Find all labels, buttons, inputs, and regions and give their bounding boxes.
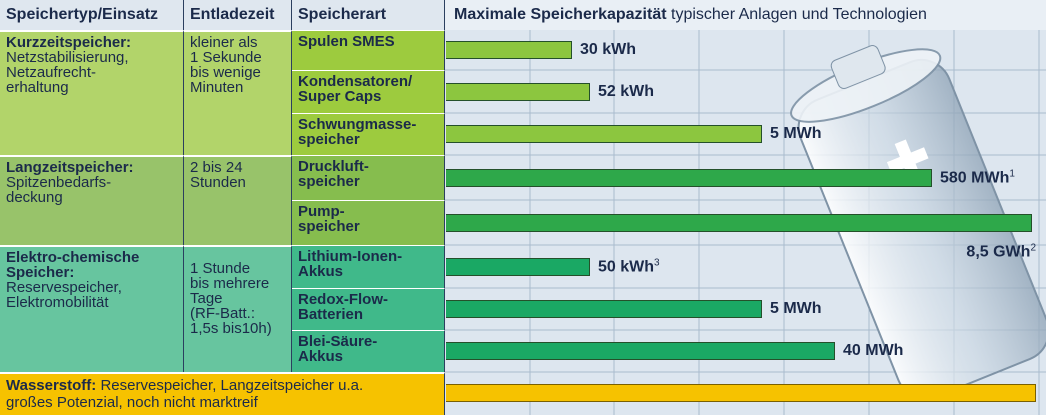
infographic: Speichertyp/EinsatzEntladezeitSpeicherar… bbox=[0, 0, 1046, 415]
capacity-label: 8,5 GWh2 bbox=[966, 242, 1036, 261]
hydrogen-type: Wasserstoff: bbox=[6, 377, 96, 394]
chart-header: Maximale Speicherkapazität typischer Anl… bbox=[448, 0, 1046, 30]
capacity-bar bbox=[446, 125, 762, 143]
hydrogen-bar bbox=[446, 384, 1036, 402]
footnote-mark: 1 bbox=[1009, 168, 1015, 179]
capacity-bar bbox=[446, 169, 932, 187]
capacity-label: 50 kWh3 bbox=[598, 257, 660, 276]
type-use: Spitzenbedarfs- deckung bbox=[6, 175, 177, 205]
type-cell: Kurzzeitspeicher:Netzstabilisierung, Net… bbox=[0, 30, 184, 155]
capacity-label: 30 kWh bbox=[580, 41, 636, 59]
capacity-value: 50 kWh bbox=[598, 258, 654, 275]
storage-type: Schwungmasse- speicher bbox=[292, 113, 445, 155]
storage-type: Spulen SMES bbox=[292, 30, 445, 70]
type-use: Reservespeicher, Elektromobilität bbox=[6, 280, 177, 310]
footnote-mark: 3 bbox=[654, 257, 660, 268]
capacity-bar bbox=[446, 214, 1032, 232]
storage-type: Lithium-Ionen- Akkus bbox=[292, 245, 445, 288]
chart-header-text: typischer Anlagen und Technologien bbox=[667, 6, 927, 23]
type-cell: Elektro-chemische Speicher:Reservespeich… bbox=[0, 245, 184, 372]
capacity-bar bbox=[446, 41, 572, 59]
capacity-bar bbox=[446, 258, 590, 276]
capacity-label: 40 MWh bbox=[843, 342, 903, 360]
type-name: Kurzzeitspeicher: bbox=[6, 35, 177, 50]
capacity-value: 30 kWh bbox=[580, 41, 636, 58]
capacity-value: 52 kWh bbox=[598, 83, 654, 100]
discharge-cell: 2 bis 24 Stunden bbox=[184, 155, 292, 245]
discharge-cell: kleiner als 1 Sekunde bis wenige Minuten bbox=[184, 30, 292, 155]
capacity-label: 5 MWh bbox=[770, 125, 822, 143]
storage-type: Pump- speicher bbox=[292, 200, 445, 245]
header-cell: Entladezeit bbox=[184, 0, 292, 30]
capacity-value: 8,5 GWh bbox=[966, 244, 1030, 261]
capacity-bar bbox=[446, 342, 835, 360]
capacity-bar bbox=[446, 83, 590, 101]
header-cell: Speichertyp/Einsatz bbox=[0, 0, 184, 30]
chart-header-bold: Maximale Speicherkapazität bbox=[454, 6, 667, 23]
type-use: Netzstabilisierung, Netzaufrecht- erhalt… bbox=[6, 50, 177, 95]
capacity-label: 5 MWh bbox=[770, 300, 822, 318]
storage-type: Druckluft- speicher bbox=[292, 155, 445, 200]
capacity-value: 580 MWh bbox=[940, 169, 1009, 186]
footnote-mark: 2 bbox=[1030, 242, 1036, 253]
type-name: Elektro-chemische Speicher: bbox=[6, 250, 177, 280]
storage-type: Blei-Säure- Akkus bbox=[292, 330, 445, 372]
capacity-label: 580 MWh1 bbox=[940, 168, 1015, 187]
capacity-value: 40 MWh bbox=[843, 342, 903, 359]
capacity-bar bbox=[446, 300, 762, 318]
storage-type: Kondensatoren/ Super Caps bbox=[292, 70, 445, 113]
capacity-label: 52 kWh bbox=[598, 83, 654, 101]
capacity-value: 5 MWh bbox=[770, 300, 822, 317]
type-cell: Langzeitspeicher:Spitzenbedarfs- deckung bbox=[0, 155, 184, 245]
storage-type: Redox-Flow- Batterien bbox=[292, 288, 445, 330]
hydrogen-cell: Wasserstoff: Reservespeicher, Langzeitsp… bbox=[0, 372, 445, 415]
header-cell: Speicherart bbox=[292, 0, 445, 30]
capacity-value: 5 MWh bbox=[770, 125, 822, 142]
discharge-cell: 1 Stunde bis mehrere Tage (RF-Batt.: 1,5… bbox=[184, 245, 292, 372]
type-name: Langzeitspeicher: bbox=[6, 160, 177, 175]
